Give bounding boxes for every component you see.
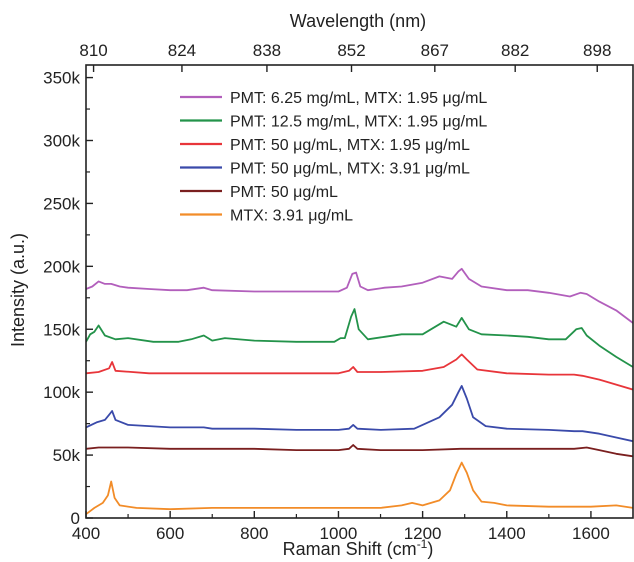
x-axis-title-main: Raman Shift (cm [283, 539, 417, 559]
legend-label-4: PMT: 50 μg/mL, MTX: 3.91 μg/mL [230, 161, 470, 178]
x-tick-label: 1600 [572, 524, 610, 543]
y-tick-label: 200k [43, 257, 80, 276]
series-line-6 [86, 461, 633, 515]
y-tick-label: 250k [43, 194, 80, 213]
x-axis-title-superscript: -1 [417, 537, 428, 551]
top-tick-label: 867 [421, 41, 449, 60]
x-tick-label: 800 [240, 524, 268, 543]
x-axis-title-close: ) [427, 539, 433, 559]
y-tick-label: 50k [53, 446, 81, 465]
bottom-x-axis: 400 600 800 1000 1200 1400 1600 [72, 511, 610, 543]
x-tick-label: 1200 [404, 524, 442, 543]
plot-frame [85, 64, 634, 519]
top-tick-label: 838 [253, 41, 281, 60]
series-line-3 [86, 353, 633, 391]
x-tick-label: 400 [72, 524, 100, 543]
y-axis: 0 50k 100k 150k 200k 250k 300k 350k [43, 69, 93, 528]
top-x-axis: 810 824 838 852 867 882 898 [79, 41, 611, 72]
legend-label-6: MTX: 3.91 μg/mL [230, 208, 353, 225]
x-tick-label: 1000 [320, 524, 358, 543]
legend: PMT: 6.25 mg/mL, MTX: 1.95 μg/mL PMT: 12.… [180, 90, 487, 225]
y-tick-label: 300k [43, 132, 80, 151]
series-line-4 [86, 385, 633, 443]
series-line-1 [86, 267, 633, 324]
y-tick-label: 350k [43, 69, 80, 88]
legend-label-3: PMT: 50 μg/mL, MTX: 1.95 μg/mL [230, 137, 470, 154]
top-tick-label: 824 [168, 41, 196, 60]
top-tick-label: 852 [337, 41, 365, 60]
series-line-2 [86, 308, 633, 368]
series-lines [86, 267, 633, 515]
x-tick-label: 600 [156, 524, 184, 543]
x-tick-label: 1400 [488, 524, 526, 543]
top-tick-label: 810 [79, 41, 107, 60]
top-axis-title: Wavelength (nm) [290, 11, 426, 31]
legend-label-1: PMT: 6.25 mg/mL, MTX: 1.95 μg/mL [230, 90, 487, 107]
y-tick-label: 0 [71, 509, 80, 528]
y-tick-label: 150k [43, 320, 80, 339]
y-axis-title: Intensity (a.u.) [8, 233, 28, 347]
y-tick-label: 100k [43, 383, 80, 402]
x-axis-title: Raman Shift (cm-1) [283, 537, 434, 559]
legend-label-2: PMT: 12.5 mg/mL, MTX: 1.95 μg/mL [230, 114, 487, 131]
legend-label-5: PMT: 50 μg/mL [230, 184, 338, 201]
series-line-5 [86, 444, 633, 458]
top-tick-label: 882 [501, 41, 529, 60]
top-tick-label: 898 [583, 41, 611, 60]
